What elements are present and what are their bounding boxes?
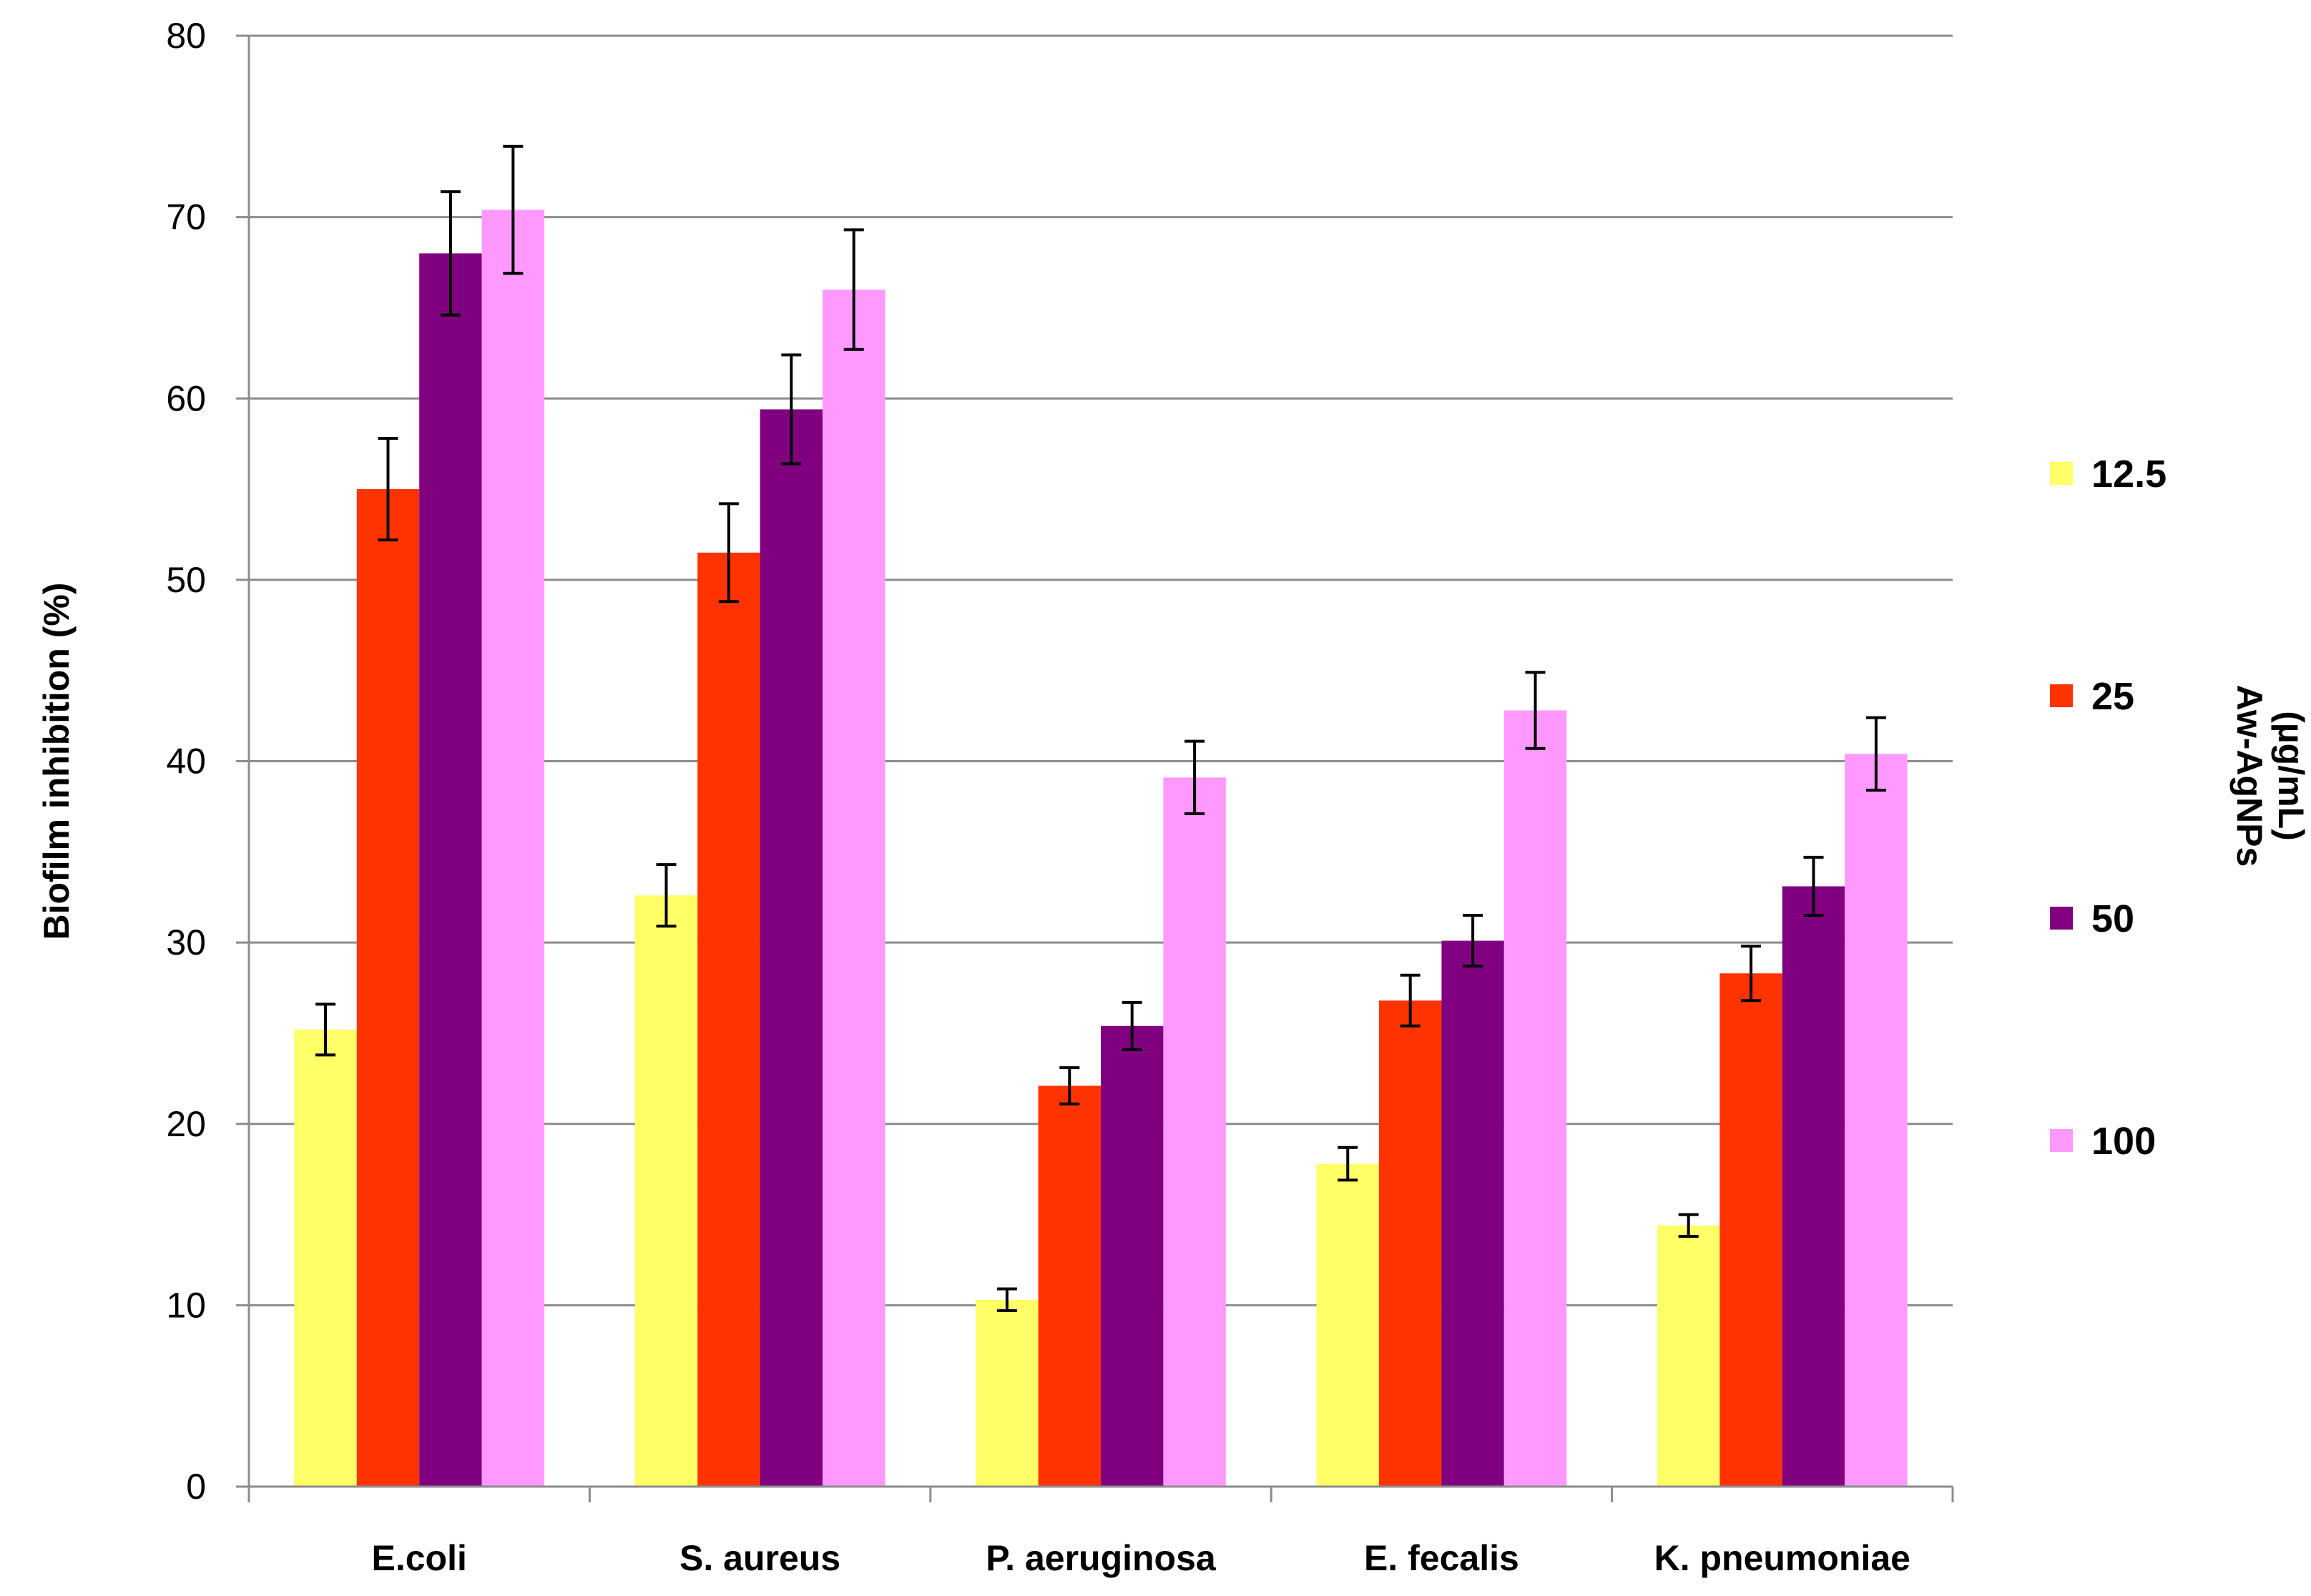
- legend-title-line-1: Aw-AgNPs: [2229, 685, 2270, 867]
- bar-s-aureus-12.5: [634, 895, 698, 1487]
- y-tick-label-0: 0: [186, 1467, 206, 1507]
- error-bar-e-fecalis-100: [1525, 671, 1546, 750]
- error-bar-s-aureus-50: [781, 353, 802, 466]
- bar-e-coli-12.5: [294, 1029, 357, 1487]
- legend-label-100: 100: [2091, 1120, 2156, 1163]
- error-bar-k-pneumoniae-12.5: [1678, 1213, 1699, 1238]
- bar-s-aureus-100: [823, 290, 885, 1487]
- y-tick-label-20: 20: [166, 1104, 206, 1144]
- legend-label-12.5: 12.5: [2091, 453, 2167, 496]
- y-tick-label-60: 60: [166, 378, 206, 418]
- x-tick-label-e-coli: E.coli: [372, 1538, 467, 1578]
- bar-s-aureus-25: [697, 552, 760, 1487]
- error-bar-p-aeruginosa-100: [1184, 739, 1205, 816]
- legend-swatch-12.5: [2050, 462, 2073, 485]
- x-tick-label-p-aeruginosa: P. aeruginosa: [986, 1538, 1217, 1578]
- legend-title: Aw-AgNPs (µg/mL): [2229, 685, 2311, 867]
- bars: [294, 210, 1908, 1487]
- error-bar-k-pneumoniae-100: [1865, 716, 1886, 792]
- error-bar-e-coli-12.5: [315, 1003, 336, 1057]
- legend-swatch-50: [2050, 907, 2073, 930]
- x-tick-label-s-aureus: S. aureus: [679, 1538, 840, 1578]
- bar-k-pneumoniae-25: [1719, 973, 1782, 1487]
- error-bar-e-coli-100: [503, 144, 524, 275]
- legend-swatch-25: [2050, 684, 2073, 707]
- error-bar-e-coli-25: [378, 437, 398, 542]
- axes: [236, 34, 1954, 1502]
- error-bar-k-pneumoniae-50: [1803, 855, 1824, 917]
- bar-e-coli-50: [419, 253, 482, 1487]
- legend: 12.5 25 50 100: [2050, 453, 2167, 1163]
- legend-label-25: 25: [2091, 675, 2134, 718]
- bar-k-pneumoniae-100: [1845, 754, 1908, 1487]
- error-bar-s-aureus-100: [843, 228, 864, 351]
- error-bar-e-fecalis-50: [1463, 914, 1483, 968]
- bar-k-pneumoniae-50: [1782, 886, 1845, 1487]
- bar-p-aeruginosa-12.5: [976, 1299, 1039, 1487]
- bar-e-fecalis-25: [1378, 1000, 1442, 1487]
- y-tick-label-10: 10: [166, 1285, 206, 1325]
- y-tick-label-70: 70: [166, 197, 206, 237]
- y-tick-label-30: 30: [166, 922, 206, 962]
- bar-e-fecalis-100: [1503, 710, 1567, 1487]
- error-bar-p-aeruginosa-50: [1122, 1000, 1142, 1051]
- y-tick-labels: 0 10 20 30 40 50 60 70 80: [166, 16, 206, 1507]
- x-tick-label-e-fecalis: E. fecalis: [1364, 1538, 1519, 1578]
- bar-e-fecalis-12.5: [1316, 1163, 1379, 1487]
- legend-label-50: 50: [2091, 897, 2134, 940]
- error-bar-s-aureus-25: [718, 502, 739, 604]
- bar-e-coli-100: [481, 210, 545, 1487]
- error-bar-e-coli-50: [440, 190, 461, 317]
- error-bar-p-aeruginosa-12.5: [996, 1287, 1017, 1312]
- bar-e-coli-25: [356, 489, 420, 1487]
- bar-p-aeruginosa-50: [1101, 1025, 1164, 1487]
- legend-title-line-2: (µg/mL): [2271, 711, 2311, 841]
- bar-k-pneumoniae-12.5: [1657, 1225, 1720, 1487]
- legend-swatch-100: [2050, 1129, 2073, 1152]
- bar-p-aeruginosa-100: [1163, 777, 1226, 1487]
- error-bar-e-fecalis-12.5: [1338, 1146, 1358, 1182]
- error-bar-s-aureus-12.5: [656, 863, 677, 928]
- error-bar-k-pneumoniae-25: [1741, 945, 1762, 1003]
- error-bars: [315, 144, 1886, 1312]
- y-tick-label-50: 50: [166, 560, 206, 600]
- bar-p-aeruginosa-25: [1038, 1085, 1101, 1487]
- error-bar-e-fecalis-25: [1400, 973, 1421, 1028]
- y-tick-label-80: 80: [166, 16, 206, 56]
- bar-s-aureus-50: [760, 409, 823, 1487]
- x-tick-labels: E.coli S. aureus P. aeruginosa E. fecalis K.…: [372, 1538, 1910, 1578]
- error-bar-p-aeruginosa-25: [1059, 1066, 1080, 1105]
- bar-e-fecalis-50: [1441, 940, 1504, 1487]
- y-tick-label-40: 40: [166, 742, 206, 782]
- x-tick-label-k-pneumoniae: K. pneumoniae: [1654, 1538, 1910, 1578]
- y-axis-title: Biofilm inhibition (%): [36, 583, 77, 940]
